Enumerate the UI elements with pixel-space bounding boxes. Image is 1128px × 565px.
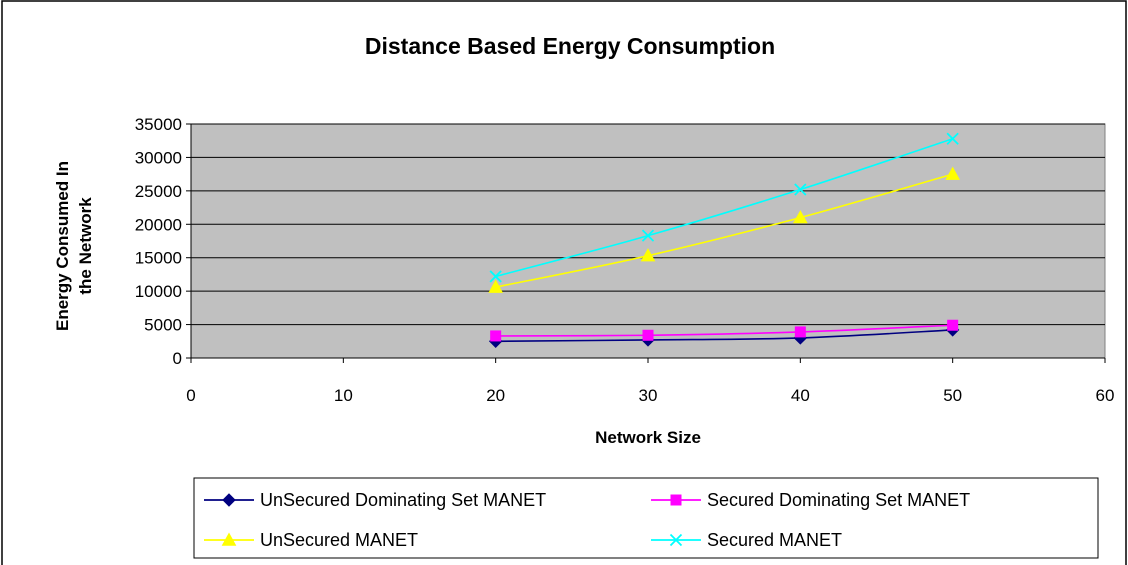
data-point	[489, 270, 502, 283]
data-point	[945, 166, 961, 180]
x-tick-label: 20	[486, 386, 505, 405]
y-tick-label: 5000	[144, 316, 182, 335]
x-tick-label: 60	[1096, 386, 1115, 405]
x-tick-label: 10	[334, 386, 353, 405]
y-axis-label-line-2: the Network	[76, 197, 95, 295]
data-point	[794, 326, 806, 338]
data-point	[640, 248, 656, 262]
series-line	[495, 329, 953, 343]
data-point	[792, 210, 808, 224]
y-tick-label: 10000	[135, 282, 182, 301]
chart-title: Distance Based Energy Consumption	[365, 33, 775, 59]
series-line	[495, 173, 953, 288]
legend-item: UnSecured Dominating Set MANET	[204, 490, 546, 510]
y-axis-label-line-1: Energy Consumed In	[53, 161, 72, 331]
y-tick-label: 0	[173, 349, 182, 368]
series-layer	[488, 132, 961, 348]
data-point	[794, 183, 807, 196]
x-tick-label: 30	[639, 386, 658, 405]
y-axis-ticks: 0 5000 10000 15000 20000 25000 30000 35000	[135, 115, 1105, 368]
y-tick-label: 20000	[135, 215, 182, 234]
legend-marker	[222, 493, 236, 507]
legend-label: Secured Dominating Set MANET	[707, 490, 970, 510]
x-axis-ticks: 0 10 20 30 40 50 60	[186, 358, 1114, 405]
legend-item: Secured Dominating Set MANET	[651, 490, 970, 510]
legend-label: Secured MANET	[707, 530, 842, 550]
x-tick-label: 50	[943, 386, 962, 405]
y-tick-label: 25000	[135, 182, 182, 201]
legend-item: Secured MANET	[651, 530, 842, 550]
series-4	[489, 132, 959, 283]
series-2	[490, 319, 959, 342]
data-point	[490, 330, 502, 342]
x-axis-label: Network Size	[595, 428, 701, 447]
legend-label: UnSecured Dominating Set MANET	[260, 490, 546, 510]
data-point	[946, 132, 959, 145]
legend-marker	[669, 533, 683, 547]
legend-marker	[221, 532, 237, 546]
data-point	[641, 229, 655, 242]
legend-box	[193, 477, 1099, 559]
series-line	[495, 324, 953, 337]
data-point	[642, 329, 654, 341]
y-tick-label: 35000	[135, 115, 182, 134]
legend-item: UnSecured MANET	[204, 530, 418, 550]
data-point	[488, 279, 504, 293]
series-line	[495, 137, 953, 278]
plot-area	[190, 123, 1106, 359]
y-tick-label: 15000	[135, 249, 182, 268]
x-tick-label: 40	[791, 386, 810, 405]
legend-label: UnSecured MANET	[260, 530, 418, 550]
series-3	[488, 166, 961, 293]
data-point	[947, 319, 959, 331]
gridlines	[191, 123, 1105, 326]
legend: UnSecured Dominating Set MANET Secured Do…	[204, 490, 970, 550]
legend-marker	[670, 494, 682, 506]
x-tick-label: 0	[186, 386, 195, 405]
y-tick-label: 30000	[135, 148, 182, 167]
